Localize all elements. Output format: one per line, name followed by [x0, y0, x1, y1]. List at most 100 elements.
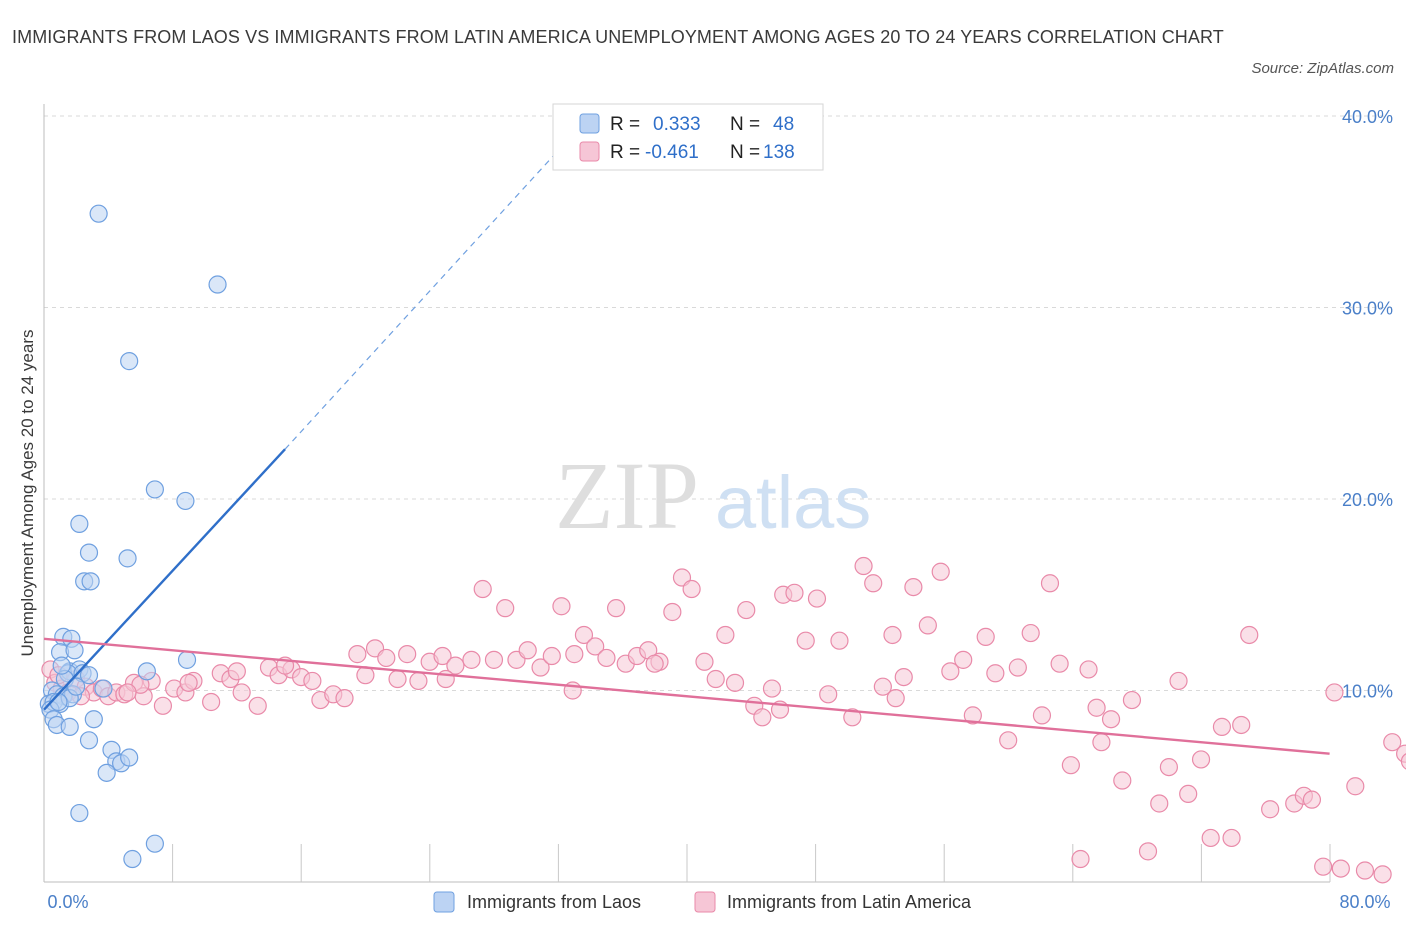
latam-point-36 — [398, 645, 417, 664]
latam-point-18 — [202, 692, 221, 712]
laos-point-44 — [123, 849, 142, 869]
latam-point-113 — [1261, 800, 1280, 819]
latam-point-41 — [462, 650, 481, 669]
laos-point-47 — [52, 656, 71, 675]
laos-point-36 — [79, 731, 99, 750]
latam-point-40 — [446, 656, 465, 675]
laos-point-24 — [94, 679, 113, 698]
latam-point-105 — [1169, 671, 1188, 691]
laos-point-4 — [176, 491, 195, 511]
latam-point-80 — [883, 625, 902, 645]
y-axis-label: Unemployment Among Ages 20 to 24 years — [18, 330, 37, 657]
latam-point-136 — [645, 654, 664, 673]
latam-point-72 — [796, 631, 815, 650]
laos-trend-line — [43, 448, 286, 711]
legend-swatch-laos — [579, 113, 600, 134]
latam-point-95 — [1050, 654, 1069, 673]
latam-point-48 — [542, 646, 561, 666]
legend-laos-n-label: N = — [730, 114, 760, 135]
latam-point-73 — [807, 589, 827, 608]
latam-point-30 — [335, 689, 354, 708]
latam-point-62 — [695, 652, 714, 671]
laos-point-1 — [208, 275, 227, 294]
chart-source: Source: ZipAtlas.com — [1251, 60, 1394, 77]
latam-point-98 — [1079, 660, 1098, 679]
y-tick-label-10: 10.0% — [1342, 682, 1393, 702]
latam-point-35 — [388, 669, 407, 689]
latam-point-85 — [941, 662, 960, 681]
latam-point-122 — [1383, 733, 1402, 752]
latam-point-76 — [843, 708, 862, 727]
watermark-zip: ZIP — [555, 442, 699, 549]
latam-point-101 — [1113, 771, 1132, 790]
latam-point-69 — [762, 679, 782, 698]
latam-point-65 — [725, 673, 745, 692]
latam-point-47 — [531, 658, 550, 677]
laos-point-26 — [177, 650, 197, 669]
y-tick-labels: 10.0% 20.0% 30.0% 40.0% — [1342, 107, 1393, 702]
y-tick-label-40: 40.0% — [1342, 107, 1393, 127]
latam-point-140 — [1159, 757, 1179, 777]
latam-point-100 — [1101, 710, 1121, 729]
legend-latam-r-label: R = — [610, 142, 640, 163]
latam-point-88 — [976, 627, 995, 646]
legend-laos-n-value: 48 — [773, 114, 794, 135]
laos-point-40 — [120, 748, 139, 767]
latam-point-53 — [597, 648, 616, 668]
trend-lines — [43, 150, 1330, 755]
latam-point-84 — [931, 562, 950, 581]
top-legend: R = 0.333 N = 48 R = -0.461 N = 138 — [552, 103, 824, 171]
latam-point-21 — [232, 683, 251, 702]
latam-point-63 — [706, 669, 725, 689]
laos-point-7 — [118, 549, 137, 568]
latam-point-75 — [830, 631, 849, 650]
latam-point-132 — [227, 662, 246, 681]
laos-point-18 — [79, 666, 99, 685]
latam-point-139 — [1087, 698, 1106, 717]
legend-latam-n-value: 138 — [763, 142, 795, 163]
latam-point-51 — [574, 625, 594, 645]
latam-point-121 — [1355, 861, 1375, 880]
latam-point-106 — [1179, 784, 1198, 804]
latam-point-82 — [904, 577, 923, 597]
watermark-atlas: atlas — [715, 461, 871, 544]
laos-point-3 — [145, 480, 164, 499]
latam-point-79 — [873, 677, 892, 696]
latam-point-52 — [586, 637, 605, 656]
latam-point-90 — [999, 731, 1018, 750]
latam-point-108 — [1201, 828, 1220, 848]
latam-point-97 — [1071, 849, 1090, 869]
latam-point-131 — [179, 673, 198, 692]
latam-point-103 — [1138, 842, 1158, 861]
latam-point-135 — [565, 645, 584, 664]
laos-point-41 — [97, 763, 116, 782]
latam-point-54 — [606, 599, 626, 618]
bottom-legend-swatch-latam — [694, 891, 716, 913]
legend-latam-n-label: N = — [730, 142, 760, 163]
y-tick-label-30: 30.0% — [1342, 299, 1393, 319]
latam-point-120 — [1346, 777, 1365, 796]
latam-point-78 — [864, 574, 883, 593]
latam-point-86 — [954, 650, 973, 669]
legend-latam-r-value: -0.461 — [645, 142, 699, 163]
laos-point-9 — [81, 572, 100, 591]
latam-point-44 — [496, 599, 515, 618]
latam-point-102 — [1122, 690, 1142, 710]
laos-point-46 — [67, 677, 86, 696]
latam-point-37 — [409, 671, 428, 691]
latam-point-46 — [518, 641, 537, 660]
laos-points — [39, 204, 227, 869]
latam-point-111 — [1232, 715, 1251, 735]
latam-point-99 — [1092, 733, 1111, 752]
latam-point-143 — [118, 683, 137, 702]
latam-point-89 — [986, 664, 1005, 683]
legend-laos-r-label: R = — [610, 114, 640, 135]
latam-point-43 — [484, 650, 504, 669]
laos-point-42 — [70, 803, 89, 823]
legend-swatch-latam — [579, 141, 600, 162]
x-tick-label-max: 80.0% — [1339, 892, 1390, 912]
latam-point-93 — [1032, 706, 1052, 725]
latam-point-66 — [737, 600, 756, 620]
latam-point-112 — [1240, 625, 1259, 645]
